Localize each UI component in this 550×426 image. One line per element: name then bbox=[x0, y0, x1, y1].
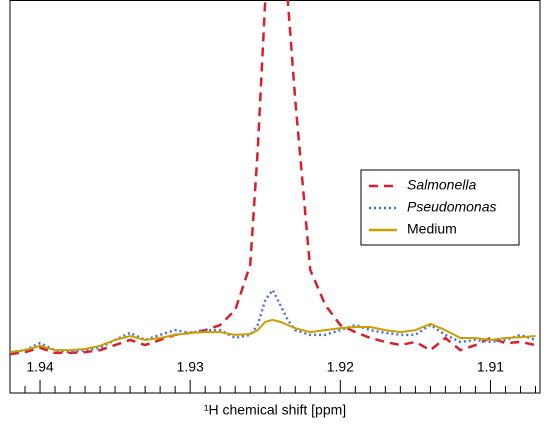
x-tick-label: 1.94 bbox=[26, 359, 53, 375]
legend-label: Salmonella bbox=[407, 177, 476, 193]
legend-label: Medium bbox=[407, 221, 457, 237]
plot-frame bbox=[9, 0, 541, 394]
plot-area bbox=[10, 0, 536, 356]
series-line bbox=[10, 318, 536, 354]
x-axis-label: ¹H chemical shift [ppm] bbox=[204, 402, 346, 418]
legend-box bbox=[360, 169, 520, 246]
x-tick-label: 1.91 bbox=[477, 359, 504, 375]
series-line bbox=[10, 287, 536, 354]
x-tick-label: 1.92 bbox=[327, 359, 354, 375]
series-line bbox=[10, 0, 536, 356]
x-tick-label: 1.93 bbox=[177, 359, 204, 375]
legend-label: Pseudomonas bbox=[407, 199, 497, 215]
